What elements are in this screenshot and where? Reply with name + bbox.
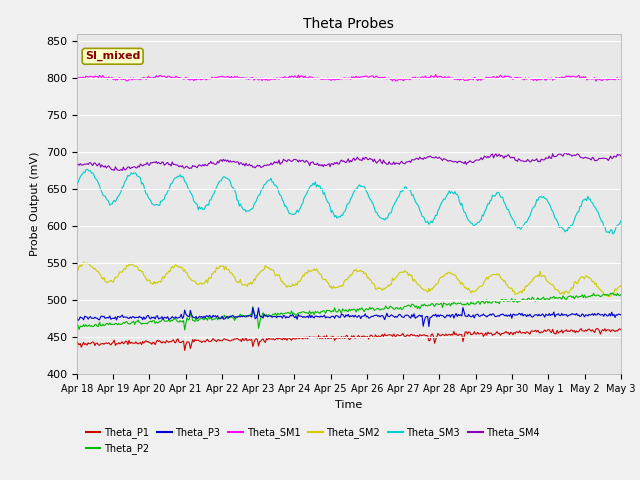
Legend: Theta_P1, Theta_P2, Theta_P3, Theta_SM1, Theta_SM2, Theta_SM3, Theta_SM4: Theta_P1, Theta_P2, Theta_P3, Theta_SM1,…	[82, 423, 544, 458]
X-axis label: Time: Time	[335, 400, 362, 409]
Title: Theta Probes: Theta Probes	[303, 17, 394, 31]
Y-axis label: Probe Output (mV): Probe Output (mV)	[30, 152, 40, 256]
Text: SI_mixed: SI_mixed	[85, 51, 140, 61]
